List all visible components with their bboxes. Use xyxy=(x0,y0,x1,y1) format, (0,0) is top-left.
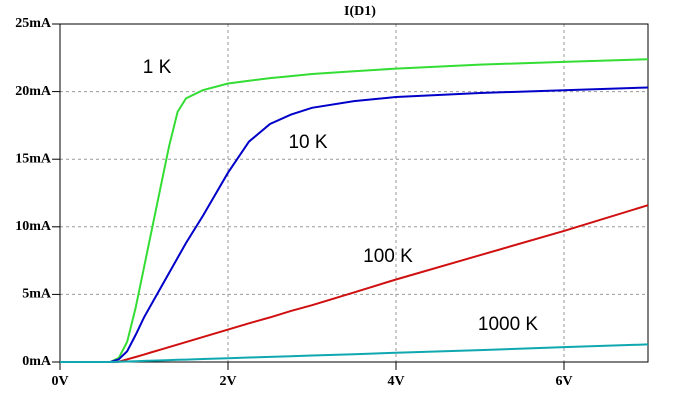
series-label: 1 K xyxy=(143,57,172,78)
series-line xyxy=(60,58,649,363)
series-label: 10 K xyxy=(288,132,327,153)
y-tick-label: 15mA xyxy=(15,151,52,166)
series-label: 100 K xyxy=(363,246,413,267)
y-tick-label: 0mA xyxy=(22,354,52,369)
chart-title: I(D1) xyxy=(344,4,376,19)
x-tick-label: 0V xyxy=(51,374,68,389)
series-label: 1000 K xyxy=(478,314,539,335)
x-tick-label: 6V xyxy=(555,374,572,389)
y-tick-label: 20mA xyxy=(15,84,52,99)
y-tick-label: 25mA xyxy=(15,16,52,31)
y-tick-label: 5mA xyxy=(22,287,52,302)
series-line xyxy=(60,86,649,363)
x-tick-label: 2V xyxy=(219,374,236,389)
y-tick-label: 10mA xyxy=(15,219,52,234)
plot-frame xyxy=(59,23,649,363)
series-line xyxy=(60,343,649,363)
series-line xyxy=(60,204,649,363)
x-tick-label: 4V xyxy=(387,374,404,389)
